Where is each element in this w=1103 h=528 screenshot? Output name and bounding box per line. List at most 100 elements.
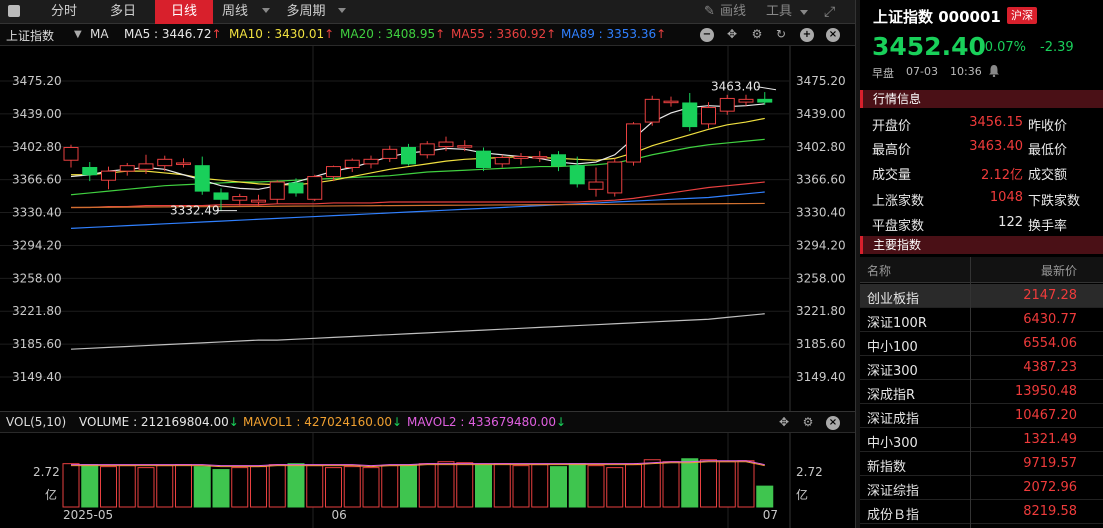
volume-bar (81, 464, 99, 508)
index-name: 中小300 (867, 436, 918, 451)
volume-bar (625, 464, 642, 508)
chevron-down-icon[interactable] (338, 8, 346, 13)
tools-button[interactable]: 工具 (766, 4, 793, 19)
volume-bar (306, 465, 324, 508)
candle-body (569, 165, 585, 185)
table-row[interactable]: 深证综指 2072.96 (860, 476, 1103, 500)
gear-icon[interactable]: ⚙ (802, 415, 814, 429)
index-name: 深成指R (867, 388, 916, 403)
candle-body (326, 166, 341, 178)
candle-body (382, 148, 398, 159)
y-tick-label-left: 3221.80 (12, 304, 62, 318)
chevron-down-icon[interactable]: ▼ (74, 29, 82, 40)
index-price: 8219.58 (1023, 504, 1077, 519)
y-tick-label-left: 3149.40 (12, 370, 62, 384)
candle-body (63, 147, 79, 161)
vol-unit-left: 亿 (45, 487, 57, 502)
col-price-header[interactable]: 最新价 (1040, 264, 1077, 278)
table-row[interactable]: 中小300 1321.49 (860, 428, 1103, 452)
volume-bar (100, 466, 117, 508)
app-menu-icon[interactable] (8, 5, 20, 17)
ma20-value: MA20 : 3408.95↑ (340, 27, 446, 41)
col-name-header[interactable]: 名称 (867, 264, 892, 278)
candle-body (701, 107, 716, 125)
quote-time: 10:36 (950, 65, 982, 78)
volume-bar (700, 459, 717, 508)
last-price: 3452.40 (872, 32, 986, 61)
volume-bar (62, 463, 80, 508)
table-row[interactable]: 中小100 6554.06 (860, 332, 1103, 356)
draw-line-button[interactable]: 画线 (720, 4, 747, 19)
quote-date: 07-03 (906, 65, 938, 78)
tab-weekly[interactable]: 周线 (221, 4, 248, 19)
minus-icon[interactable]: − (700, 28, 714, 42)
candle-body (607, 161, 623, 194)
mavol1-value: MAVOL1 : 427024160.00↓ (243, 415, 403, 429)
quote-value: 122 (998, 215, 1023, 230)
y-tick-label-left: 3258.00 (12, 271, 62, 285)
y-tick-label-left: 3330.40 (12, 206, 62, 220)
refresh-icon[interactable]: ↻ (775, 27, 787, 41)
y-tick-label-left: 3366.60 (12, 173, 62, 187)
quote-value: 3463.40 (969, 139, 1023, 154)
close-icon[interactable]: × (826, 28, 840, 42)
period-toolbar: 分时 多日 日线 周线 多周期 ✎ 画线 工具 ⤢ (0, 0, 855, 24)
ma20-line (70, 138, 765, 196)
volume-bar (137, 467, 155, 508)
volume-bar (212, 469, 230, 508)
ma10-value: MA10 : 3430.01↑ (229, 27, 335, 41)
table-row[interactable]: 深证成指 10467.20 (860, 404, 1103, 428)
candle-body (82, 166, 98, 176)
volume-bar (231, 467, 249, 508)
tab-multi-day[interactable]: 多日 (109, 4, 136, 19)
vol-indicator-label[interactable]: VOL(5,10) (6, 415, 67, 429)
quote-label-right: 换手率 (1028, 219, 1068, 234)
move-icon[interactable]: ✥ (778, 415, 790, 429)
candle-body (438, 141, 454, 148)
change-value: -2.39 (1040, 40, 1074, 55)
plus-icon[interactable]: + (800, 28, 814, 42)
quote-panel: 上证指数 000001 沪深 3452.40 -0.07% -2.39 早盘 0… (860, 0, 1103, 528)
change-percent: -0.07% (980, 40, 1026, 55)
chevron-down-icon[interactable] (262, 8, 270, 13)
tab-multi-period[interactable]: 多周期 (286, 4, 326, 19)
candlestick-chart[interactable]: 3475.20 3475.20 3439.00 3439.00 3402.80 3402.… (0, 46, 855, 411)
fullscreen-icon[interactable]: ⤢ (824, 4, 836, 20)
x-tick-label: 07 (763, 508, 778, 522)
close-icon[interactable]: × (826, 416, 840, 430)
candle-body (457, 145, 473, 148)
y-tick-label-right: 3366.60 (796, 173, 846, 187)
y-tick-label-left: 3294.20 (12, 238, 62, 252)
table-row[interactable]: 深证300 4387.23 (860, 356, 1103, 380)
candle-body (738, 98, 754, 103)
candle-body (251, 199, 266, 203)
candle-body (194, 165, 210, 192)
bell-icon[interactable] (988, 64, 1000, 77)
y-tick-label-right: 3185.60 (796, 337, 846, 351)
mavol1-line (71, 461, 765, 468)
move-icon[interactable]: ✥ (726, 27, 738, 41)
volume-chart[interactable]: 2.72 2.72 亿 亿 2025-05 06 07 (0, 433, 855, 528)
table-row[interactable]: 新指数 9719.57 (860, 452, 1103, 476)
tab-intraday[interactable]: 分时 (50, 4, 77, 19)
candle-body (138, 163, 154, 170)
ma-label[interactable]: MA (90, 27, 109, 41)
candle-body (269, 181, 285, 200)
chevron-down-icon[interactable] (800, 10, 808, 15)
index-price: 6554.06 (1023, 336, 1077, 351)
table-divider (970, 257, 971, 528)
tab-daily[interactable]: 日线 (155, 0, 213, 24)
table-row[interactable]: 深成指R 13950.48 (860, 380, 1103, 404)
volume-bar (531, 464, 549, 508)
index-name: 成份Ｂ指 (867, 508, 920, 523)
x-tick-label: 06 (332, 508, 347, 522)
candle-body (307, 176, 323, 200)
quote-label: 开盘价 (872, 119, 912, 134)
pencil-icon[interactable]: ✎ (704, 4, 715, 19)
panel-splitter[interactable] (855, 0, 860, 528)
gear-icon[interactable]: ⚙ (751, 27, 763, 41)
table-row[interactable]: 深证100R 6430.77 (860, 308, 1103, 332)
table-row[interactable]: 成份Ｂ指 8219.58 (860, 500, 1103, 524)
market-badge[interactable]: 沪深 (1007, 7, 1037, 24)
table-row[interactable]: 创业板指 2147.28 (860, 284, 1103, 308)
